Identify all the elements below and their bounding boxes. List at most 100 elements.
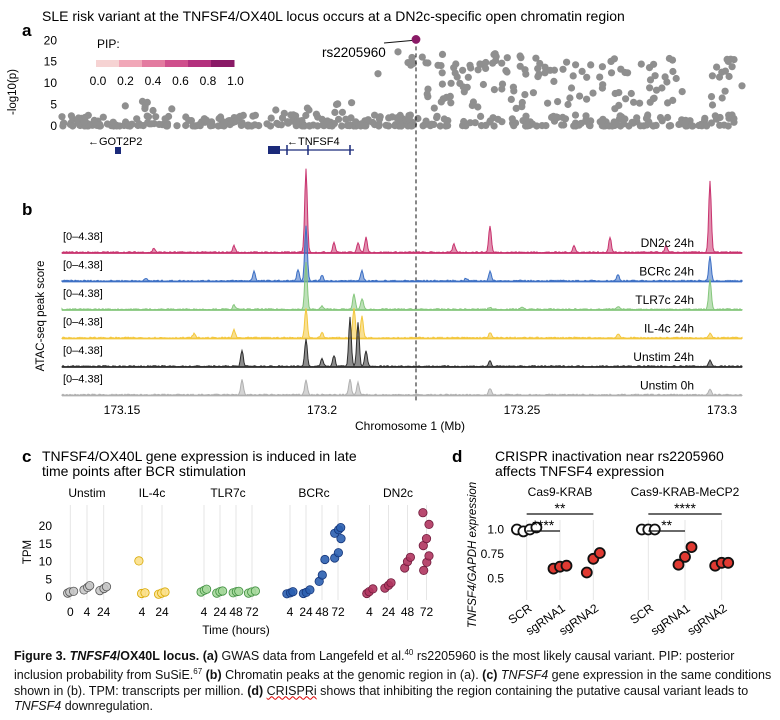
- snp-point: [374, 70, 382, 78]
- c-datapoint: [85, 581, 95, 591]
- d-ytick-label: 1.0: [487, 522, 504, 536]
- panel-c-letter: c: [22, 447, 31, 466]
- c-xtick-label: 4: [84, 605, 91, 619]
- snp-point: [103, 120, 111, 128]
- snp-point: [124, 122, 132, 130]
- track-range: [0–4.38]: [63, 231, 103, 243]
- panel-c-title-line2: time points after BCR stimulation: [42, 463, 246, 479]
- snp-point: [244, 122, 252, 130]
- snp-point: [724, 57, 732, 65]
- c-datapoint: [421, 533, 432, 544]
- snp-point: [494, 115, 502, 123]
- track-label: IL-4c 24h: [644, 322, 694, 336]
- snp-point: [433, 114, 441, 122]
- atac-track: [0–4.38] BCRc 24h: [61, 225, 743, 283]
- snp-point: [394, 48, 402, 56]
- snp-point: [569, 72, 577, 80]
- snp-point: [610, 55, 619, 63]
- snp-point: [477, 112, 485, 120]
- caption-fig-label: Figure 3.: [14, 649, 67, 664]
- pip-swatch: [188, 60, 212, 67]
- snp-point: [434, 61, 442, 69]
- snp-point: [141, 102, 149, 111]
- snp-point: [730, 115, 738, 123]
- pip-tick-label: 0.0: [90, 74, 107, 88]
- snp-point: [60, 119, 68, 127]
- c-datapoint: [140, 588, 150, 598]
- c-datapoint: [234, 586, 244, 596]
- caption-d-text: shows that inhibiting the region contain…: [316, 683, 749, 698]
- snp-point: [215, 114, 223, 123]
- snp-point: [447, 99, 455, 107]
- snp-point: [206, 122, 215, 130]
- caption-d-label: (d): [247, 683, 264, 698]
- snp-point: [121, 102, 129, 110]
- snp-point: [319, 121, 327, 129]
- snp-point: [669, 96, 677, 104]
- snp-point: [464, 73, 472, 81]
- snp-point: [267, 114, 275, 122]
- snp-point: [418, 53, 426, 61]
- panel-a-yticks: 0 5 10 15 20: [44, 33, 58, 133]
- snp-point: [643, 121, 651, 129]
- snp-point: [303, 104, 311, 112]
- facet-title: Unstim: [68, 486, 105, 500]
- pip-legend-title: PIP:: [97, 37, 120, 51]
- caption-b-label: (b): [205, 668, 222, 683]
- snp-point: [564, 100, 572, 109]
- c-ytick-label: 20: [39, 519, 53, 533]
- panel-d-title-line2: affects TNFSF4 expression: [495, 463, 664, 479]
- d-ytick-label: 0.5: [487, 571, 504, 585]
- snp-point: [725, 111, 733, 119]
- snp-point: [567, 84, 576, 92]
- snp-point: [446, 92, 454, 100]
- snp-point: [161, 115, 169, 123]
- snp-point: [649, 122, 658, 130]
- atac-tracks: [0–4.38] DN2c 24h[0–4.38] BCRc 24h[0–4.38]…: [61, 168, 743, 397]
- c-datapoint: [317, 570, 327, 580]
- c-datapoint: [250, 586, 260, 596]
- facet-tlr7c: TLR7c 4 24 48 72: [196, 486, 260, 619]
- snp-point: [566, 94, 574, 102]
- snp-point: [277, 121, 285, 129]
- caption-d-gene: TNFSF4: [14, 698, 62, 713]
- snp-point: [237, 121, 245, 129]
- snp-point: [612, 119, 620, 128]
- caption-ref-40: 40: [404, 648, 414, 657]
- snp-point: [630, 98, 638, 106]
- snp-point: [356, 120, 364, 129]
- significance-label: **: [555, 500, 566, 516]
- snp-point: [599, 81, 607, 89]
- snp-point: [664, 113, 672, 122]
- panel-b-letter: b: [22, 200, 32, 219]
- atac-track: [0–4.38] IL-4c 24h: [61, 308, 743, 340]
- snp-point: [99, 113, 107, 121]
- snp-point: [189, 122, 197, 130]
- snp-point: [302, 111, 310, 120]
- c-xtick-label: 24: [155, 605, 169, 619]
- snp-point: [498, 80, 507, 88]
- snp-point: [544, 99, 552, 107]
- snp-point: [385, 122, 393, 130]
- snp-point: [423, 90, 431, 98]
- facet-il4c: IL-4c 4 24: [134, 486, 170, 619]
- atac-track: [0–4.38] TLR7c 24h: [61, 261, 743, 311]
- snp-point: [583, 73, 591, 81]
- snp-point: [451, 69, 459, 77]
- d-datapoint: [672, 558, 685, 571]
- snp-point: [681, 120, 689, 128]
- snp-point: [507, 95, 515, 103]
- panel-d-title-line1: CRISPR inactivation near rs2205960: [495, 448, 724, 464]
- pip-legend: PIP: 0.0 0.2 0.4 0.6 0.8 1.0: [90, 37, 245, 88]
- snp-point: [96, 121, 104, 129]
- lead-variant-pointer: [383, 39, 414, 44]
- snp-point: [708, 72, 717, 80]
- c-datapoint: [386, 578, 396, 588]
- snp-point: [576, 92, 584, 100]
- snp-point: [541, 63, 549, 71]
- snp-point: [672, 74, 680, 83]
- snp-point: [334, 100, 342, 108]
- snp-point: [622, 95, 630, 103]
- snp-point: [598, 117, 606, 125]
